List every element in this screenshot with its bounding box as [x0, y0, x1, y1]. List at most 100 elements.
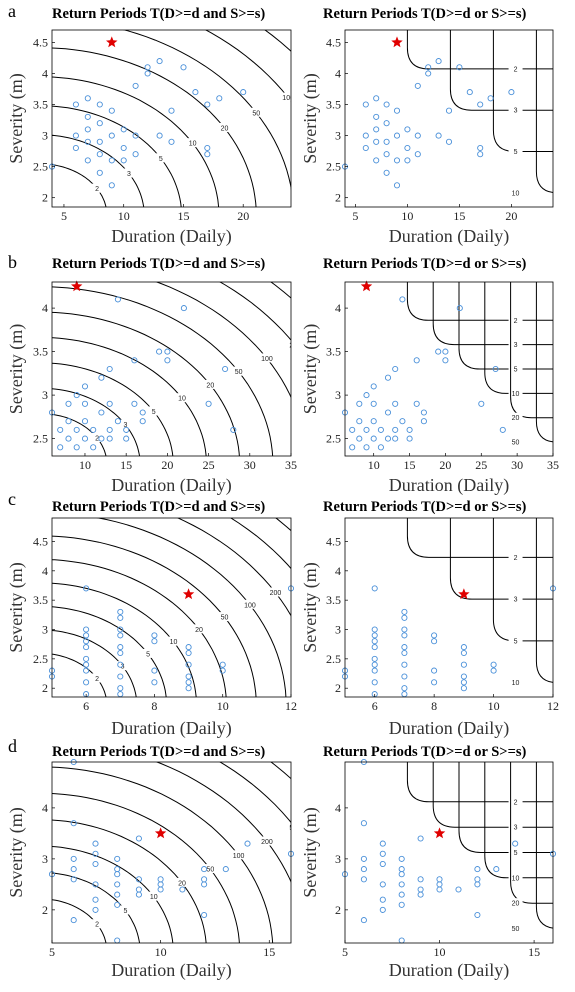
contour-line: [52, 535, 257, 697]
contour-label: 2: [95, 186, 99, 193]
contour-line: [40, 0, 406, 216]
data-point: [477, 151, 484, 158]
data-point: [417, 876, 424, 883]
y-tick-label: 4.5: [33, 35, 48, 49]
contour-label-bg: [345, 314, 359, 323]
data-point: [460, 649, 467, 657]
data-point: [371, 667, 378, 674]
contour-label-bg: [185, 138, 200, 148]
data-point: [401, 614, 408, 621]
data-point: [114, 871, 121, 878]
data-point: [92, 881, 99, 888]
data-point: [123, 435, 130, 442]
x-tick-label: 20: [237, 209, 249, 223]
contour-label: 2: [95, 922, 99, 929]
data-point: [72, 101, 79, 108]
contour-line: [52, 286, 274, 456]
y-tick-label: 2.5: [326, 652, 341, 666]
data-point: [117, 614, 124, 621]
data-point: [179, 886, 186, 893]
data-point: [393, 107, 401, 114]
data-point: [401, 632, 408, 639]
data-point: [383, 151, 390, 158]
y-tick-label: 4: [335, 564, 341, 578]
contour-label-bg: [508, 63, 523, 73]
y-tick-label: 4.5: [33, 534, 48, 548]
contour-line: [52, 388, 141, 456]
event-star-marker: [154, 827, 167, 839]
data-point: [398, 866, 405, 873]
contour-group: 2 3 5 10: [406, 30, 553, 197]
event-star-marker: [391, 36, 403, 48]
contour-label-bg: [121, 168, 136, 178]
contour-label: 10: [512, 391, 520, 398]
chart-title: Return Periods T(D>=d and S>=s): [52, 744, 265, 760]
contour-line: [155, 762, 291, 884]
chart-panel-d-or: Return Periods T(D>=d or S>=s) 2 3 5 10 20 50 5…: [300, 744, 557, 981]
contour-line: [510, 762, 553, 904]
contour-line: [406, 282, 553, 321]
contour-line: [52, 76, 220, 207]
data-point: [477, 144, 484, 152]
contour-line: [52, 105, 182, 207]
data-point: [490, 667, 497, 674]
contour-label: 10: [189, 141, 197, 148]
x-tick-label: 20: [161, 458, 173, 472]
contour-label-bg: [508, 822, 523, 832]
contour-label-bg: [288, 822, 291, 832]
data-point: [420, 418, 427, 425]
contour-line: [406, 518, 553, 558]
data-point: [425, 70, 432, 77]
data-point: [108, 132, 115, 139]
data-point: [131, 400, 138, 407]
x-tick-label: 35: [285, 458, 297, 472]
contour-label-bg: [231, 850, 246, 860]
data-point: [84, 95, 91, 102]
contour-label-bg: [508, 388, 523, 398]
data-point: [414, 82, 421, 89]
contour-label-bg: [141, 648, 156, 658]
y-tick-label: 4.5: [326, 35, 341, 49]
contour-label-bg: [508, 187, 523, 197]
chart-title: Return Periods T(D>=d and S>=s): [52, 256, 265, 272]
y-tick-label: 2: [335, 903, 341, 917]
contour-label: 5000: [344, 798, 360, 805]
data-point: [383, 138, 390, 145]
x-tick-label: 10: [217, 699, 229, 713]
y-tick-label: 4: [335, 801, 341, 815]
chart-title: Return Periods T(D>=d and S>=s): [52, 6, 265, 22]
data-point: [460, 679, 467, 686]
data-point: [222, 365, 229, 373]
data-point: [83, 644, 90, 651]
plot-frame: [51, 29, 292, 208]
contour-label-bg: [508, 437, 523, 447]
data-point: [98, 409, 105, 416]
data-point: [120, 157, 127, 164]
data-point: [96, 120, 103, 127]
contour-label: 50: [221, 615, 229, 622]
contour-label-bg: [242, 599, 257, 609]
data-point: [392, 435, 399, 442]
data-point: [445, 107, 453, 114]
data-point: [135, 835, 142, 842]
contour-label: 5: [123, 908, 127, 915]
data-point: [460, 644, 467, 651]
data-point: [120, 144, 127, 152]
data-point: [92, 896, 99, 903]
contour-label: 3: [514, 108, 518, 115]
contour-label: 500: [346, 65, 358, 72]
contour-label: 3: [123, 422, 127, 429]
data-point: [117, 632, 124, 639]
data-point: [431, 638, 438, 645]
contour-label-bg: [508, 847, 523, 857]
contour-label: 3: [514, 597, 518, 604]
contour-label-bg: [249, 107, 264, 117]
contour-label: 200: [270, 590, 282, 597]
data-point: [164, 348, 171, 355]
y-tick-label: 2.5: [33, 432, 48, 446]
x-tick-label: 10: [368, 458, 380, 472]
data-point: [65, 435, 72, 442]
contour-line: [432, 282, 553, 346]
contour-line: [484, 282, 553, 394]
